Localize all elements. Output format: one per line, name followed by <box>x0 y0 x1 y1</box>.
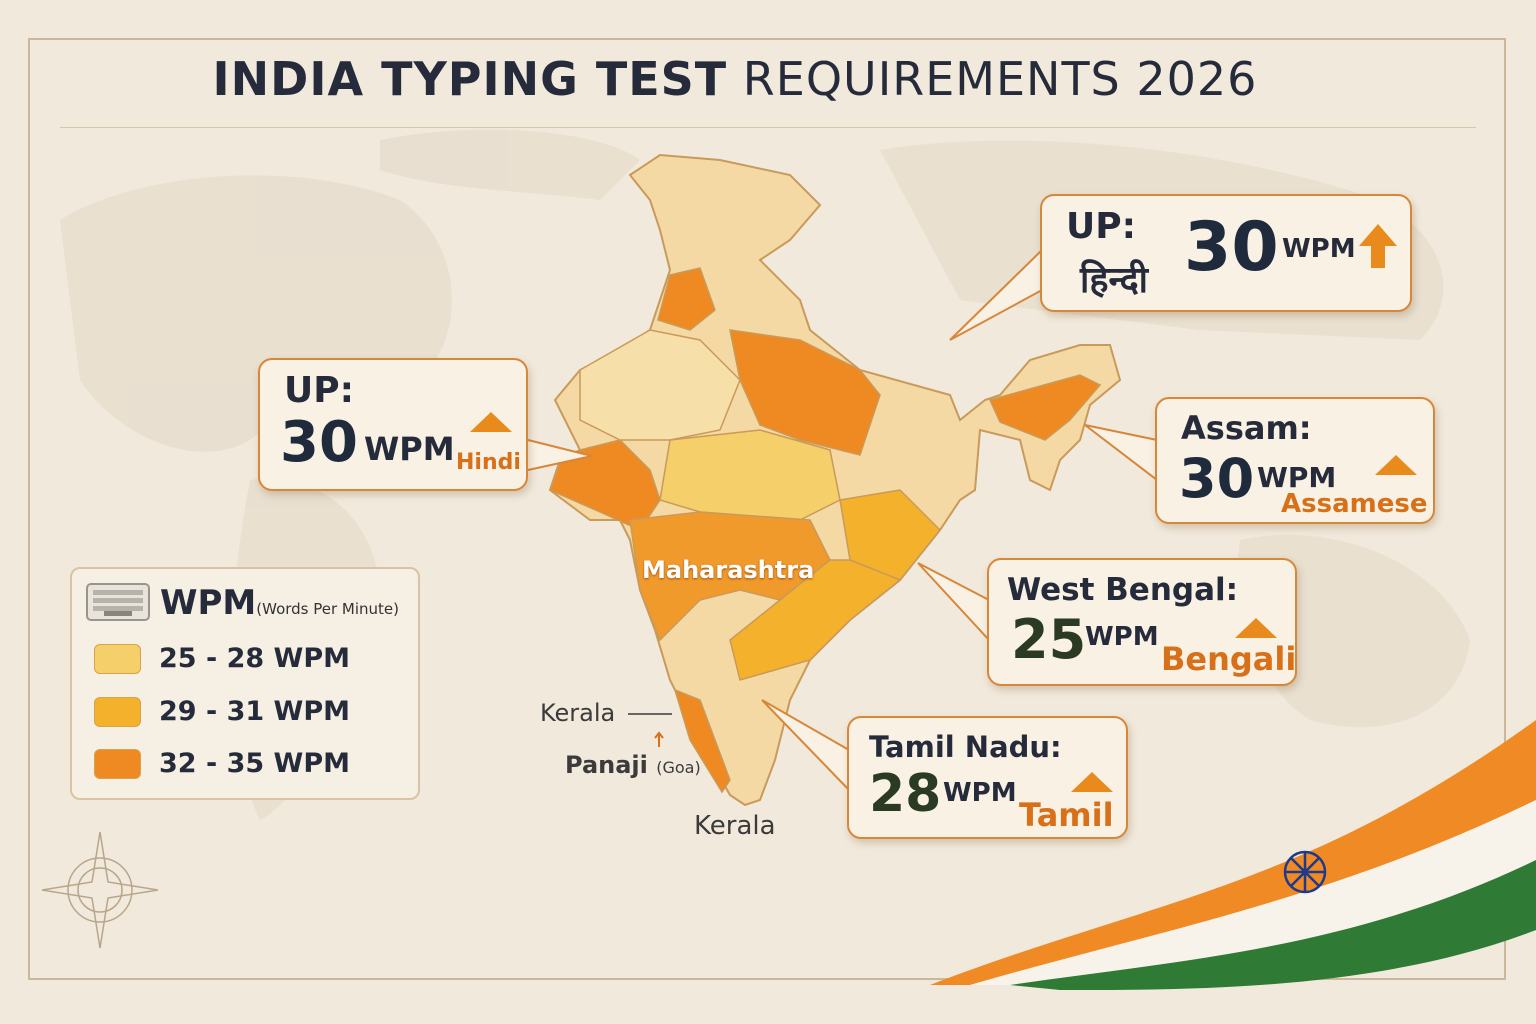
arrow-up-icon <box>1359 224 1397 268</box>
callout-assam: Assam: 30 WPM Assamese <box>1155 397 1435 524</box>
page-title: INDIA TYPING TEST REQUIREMENTS 2026 <box>0 52 1470 106</box>
callout-value: 30 <box>1179 447 1255 510</box>
title-divider <box>60 127 1476 128</box>
region-andhra <box>729 559 902 681</box>
callout-language: हिन्दी <box>1080 260 1149 301</box>
legend: WPM(Words Per Minute) 25 - 28 WPM 29 - 3… <box>70 567 420 800</box>
legend-item: 25 - 28 WPM <box>94 643 350 674</box>
legend-swatch <box>94 643 141 674</box>
callout-state: Assam: <box>1181 409 1312 447</box>
callout-unit: WPM <box>1257 461 1337 494</box>
callout-value: 30 <box>1184 208 1279 287</box>
legend-item: 29 - 31 WPM <box>94 696 350 727</box>
compass-rose-icon <box>41 831 159 949</box>
label-maharashtra: Maharashtra <box>642 556 815 584</box>
region-odisha <box>839 489 942 581</box>
callout-west-bengal: West Bengal: 25 WPM Bengali <box>987 558 1297 686</box>
callout-state: Tamil Nadu: <box>869 730 1062 764</box>
triangle-up-icon <box>1071 772 1113 792</box>
region-kerala <box>673 688 731 794</box>
legend-label: 29 - 31 WPM <box>159 696 350 727</box>
callout-language: Tamil <box>1019 796 1114 834</box>
legend-label: 32 - 35 WPM <box>159 748 350 779</box>
legend-title: WPM(Words Per Minute) <box>160 583 399 623</box>
callout-value: 25 <box>1011 608 1087 671</box>
keyboard-icon <box>86 583 150 621</box>
legend-swatch <box>94 696 141 727</box>
legend-label: 25 - 28 WPM <box>159 643 350 674</box>
label-panaji: Panaji (Goa) <box>565 751 701 779</box>
pointer-up-left <box>527 439 593 471</box>
callout-state: UP: <box>284 370 355 411</box>
region-rajasthan <box>579 329 741 441</box>
label-kerala-south: Kerala <box>694 811 776 841</box>
callout-unit: WPM <box>943 778 1017 808</box>
indian-flag-ribbon <box>930 720 1536 990</box>
triangle-up-icon <box>470 412 512 432</box>
triangle-up-icon <box>1375 455 1417 475</box>
callout-state: West Bengal: <box>1007 572 1239 608</box>
triangle-up-icon <box>1235 618 1277 638</box>
title-bold: INDIA TYPING TEST <box>212 52 728 106</box>
region-punjab <box>657 267 716 331</box>
goa-text: (Goa) <box>656 758 701 777</box>
pointer-tamil-nadu <box>761 699 850 791</box>
callout-value: 30 <box>280 410 358 475</box>
panaji-text: Panaji <box>565 751 648 779</box>
legend-subtitle: (Words Per Minute) <box>256 600 400 618</box>
callout-state: UP: <box>1066 206 1137 247</box>
callout-value: 28 <box>869 764 942 824</box>
pointer-assam <box>1084 424 1158 481</box>
region-maharashtra <box>629 511 831 642</box>
callout-language: Bengali <box>1161 640 1297 678</box>
callout-language: Hindi <box>456 450 521 475</box>
ashoka-chakra-icon <box>1283 850 1327 894</box>
callout-unit: WPM <box>364 430 455 468</box>
region-uttar-pradesh <box>729 329 881 456</box>
title-rest: REQUIREMENTS 2026 <box>742 52 1258 106</box>
callout-up-hindi: UP: 30 WPM Hindi <box>258 358 528 491</box>
pointer-west-bengal <box>917 562 990 641</box>
callout-language: Assamese <box>1281 489 1428 519</box>
decorative-frame <box>28 38 1506 980</box>
callout-tamil-nadu: Tamil Nadu: 28 WPM Tamil <box>847 716 1128 839</box>
legend-title-text: WPM <box>160 583 257 623</box>
legend-swatch <box>94 748 141 779</box>
callout-unit: WPM <box>1085 622 1159 652</box>
callout-up-hindi-devanagari: UP: हिन्दी 30 WPM <box>1040 194 1412 312</box>
region-assam <box>988 374 1102 441</box>
region-madhya-pradesh <box>659 429 841 521</box>
panaji-marker-icon <box>654 731 664 747</box>
label-kerala-west: Kerala <box>540 699 616 727</box>
pointer-up-right <box>949 249 1043 341</box>
legend-item: 32 - 35 WPM <box>94 748 350 779</box>
callout-unit: WPM <box>1282 234 1356 264</box>
